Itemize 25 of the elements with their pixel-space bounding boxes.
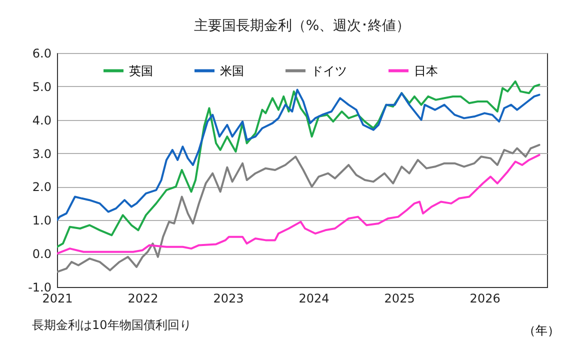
x-axis-title: （年） xyxy=(524,324,560,338)
y-tick-label: 1.0 xyxy=(32,214,52,228)
y-tick-label: 2.0 xyxy=(32,180,52,194)
x-tick-label: 2021 xyxy=(42,292,73,306)
x-tick-label: 2023 xyxy=(213,292,244,306)
line-series xyxy=(57,88,540,222)
line-series xyxy=(57,144,540,273)
y-tick-label: 0.0 xyxy=(32,247,52,262)
x-tick-label: 2026 xyxy=(470,292,500,306)
chart-title: 主要国長期金利（%、週次･終値） xyxy=(194,18,410,34)
x-tick-label: 2025 xyxy=(384,292,415,306)
line-series xyxy=(57,80,540,248)
legend-label: 英国 xyxy=(129,64,153,78)
text: 長期金利は10年物国債利回り xyxy=(32,318,192,332)
legend-label: 日本 xyxy=(414,64,438,78)
legend-label: ドイツ xyxy=(311,64,347,78)
x-tick-label: 2024 xyxy=(298,292,330,306)
line-series xyxy=(57,154,540,255)
y-tick-label: 5.0 xyxy=(32,80,52,94)
y-tick-label: -1.0 xyxy=(28,280,52,294)
y-tick-label: 4.0 xyxy=(32,113,52,128)
x-tick-label: 2022 xyxy=(128,292,158,306)
y-tick-label: 6.0 xyxy=(32,46,52,60)
legend-label: 米国 xyxy=(220,64,244,78)
y-tick-label: 3.0 xyxy=(32,146,52,161)
